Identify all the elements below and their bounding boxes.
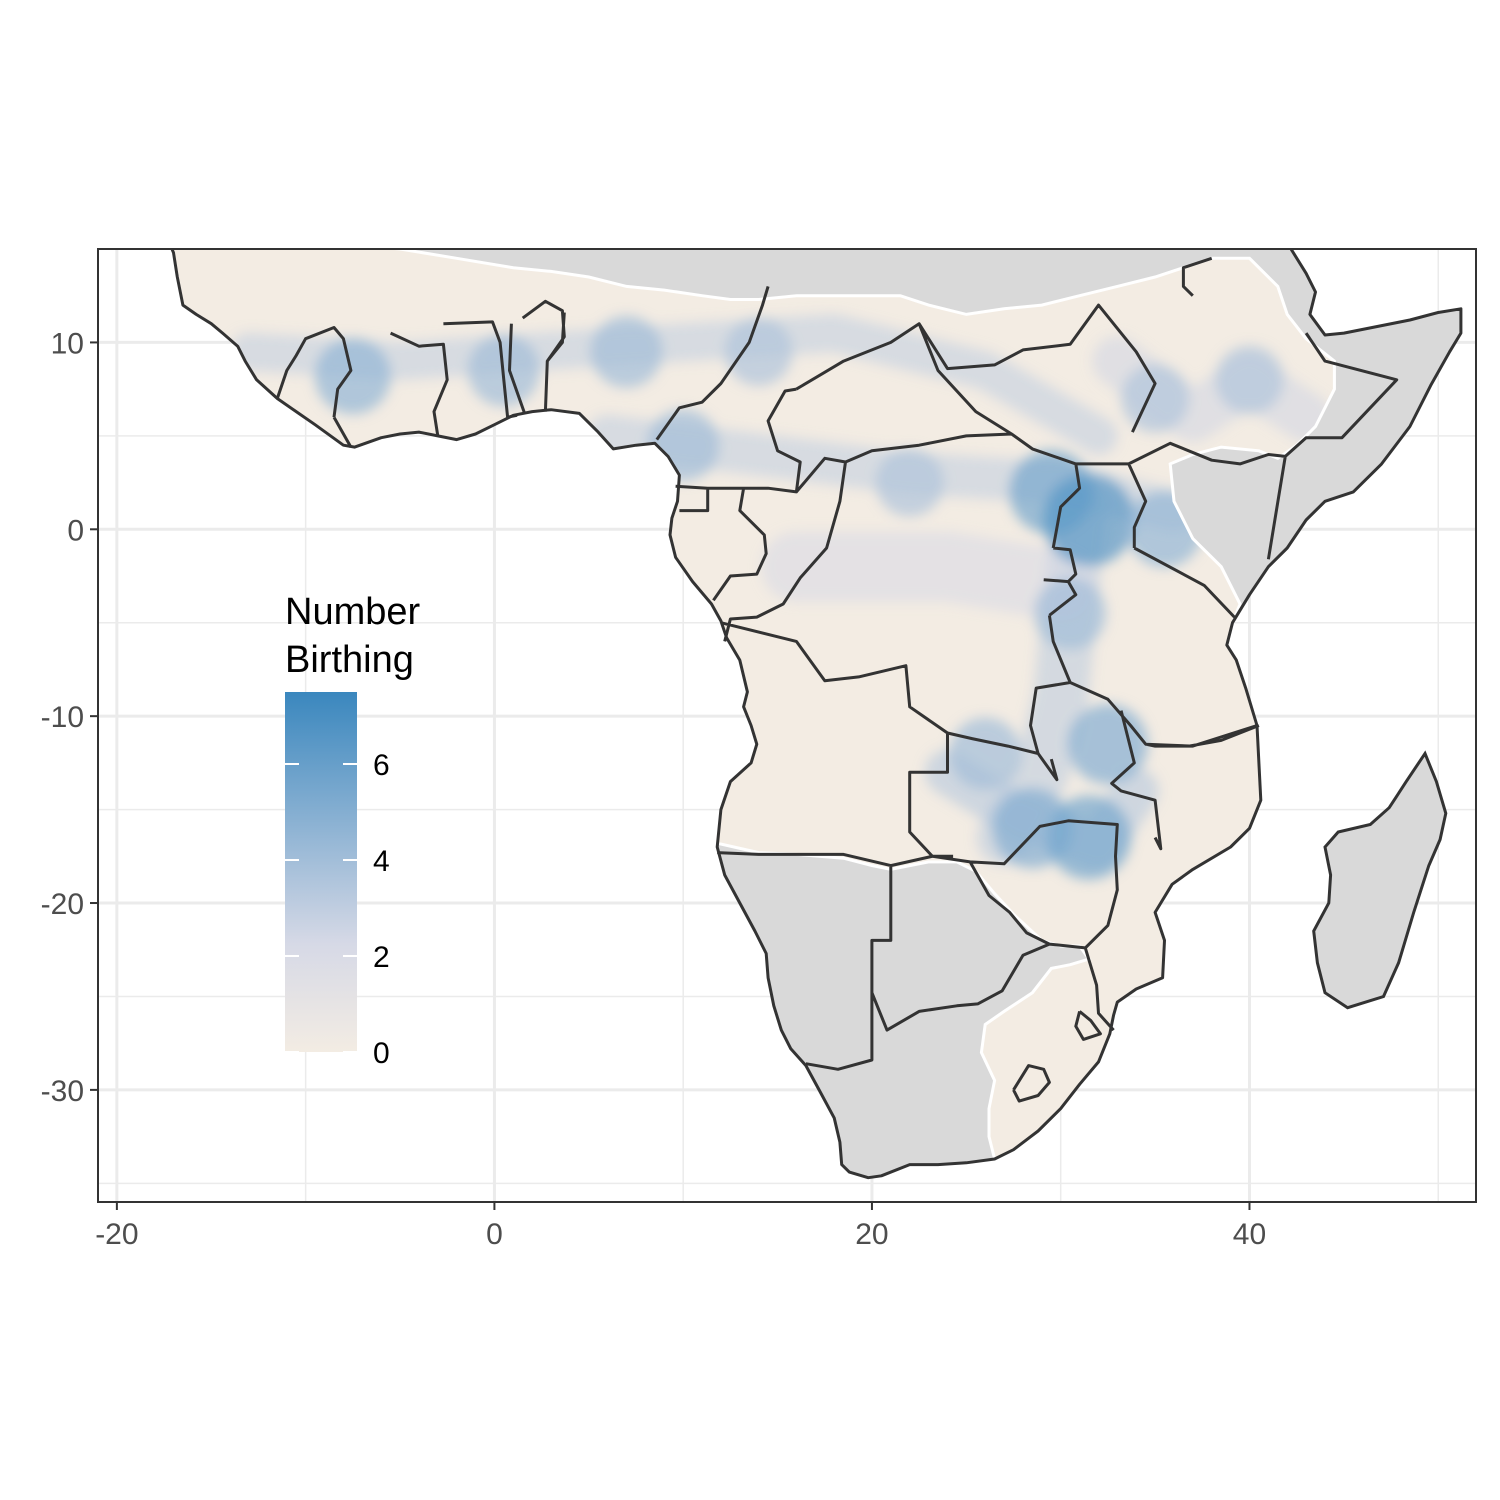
- legend-tick-label: 4: [373, 845, 390, 878]
- y-tick-label: -10: [41, 701, 84, 734]
- heat-band: [230, 314, 1118, 455]
- x-tick-label: 0: [486, 1218, 503, 1251]
- heat-hotspot: [1067, 704, 1148, 785]
- heat-hotspot: [724, 317, 793, 386]
- legend-ticks: 0 2 4 6: [285, 749, 390, 1070]
- heat-hotspot: [590, 315, 663, 388]
- plot-panel-border: [97, 248, 1477, 1203]
- x-tick-label: -20: [95, 1218, 138, 1251]
- legend-title-line-2: Birthing: [285, 639, 414, 681]
- legend-colorbar: [285, 692, 357, 1052]
- y-tick-label: 0: [67, 514, 84, 547]
- heat-hotspot: [1215, 345, 1284, 414]
- x-tick-label: 20: [855, 1218, 888, 1251]
- y-tick-label: -20: [41, 888, 84, 921]
- legend-tick-label: 0: [373, 1037, 390, 1070]
- heat-hotspot: [1121, 364, 1190, 433]
- heat-hotspot: [314, 338, 391, 415]
- y-tick-label: -30: [41, 1075, 84, 1108]
- country-borders: [275, 256, 1399, 1103]
- coastline: [170, 249, 1463, 1180]
- legend-tick-label: 2: [373, 941, 390, 974]
- x-tick-label: 40: [1233, 1218, 1266, 1251]
- legend: Number Birthing 0 2 4 6: [285, 591, 420, 1070]
- heat-hotspot: [875, 448, 944, 517]
- legend-tick-label: 6: [373, 749, 390, 782]
- heat-hotspot: [949, 717, 1022, 790]
- legend-title-line-1: Number: [285, 591, 420, 633]
- heat-hotspot: [1047, 795, 1132, 880]
- heat-hotspot: [1034, 577, 1107, 650]
- heat-band: [761, 531, 1096, 621]
- y-tick-label: 10: [51, 327, 84, 360]
- heat-hotspot: [1043, 473, 1136, 566]
- madagascar-landmass: [1312, 750, 1448, 1010]
